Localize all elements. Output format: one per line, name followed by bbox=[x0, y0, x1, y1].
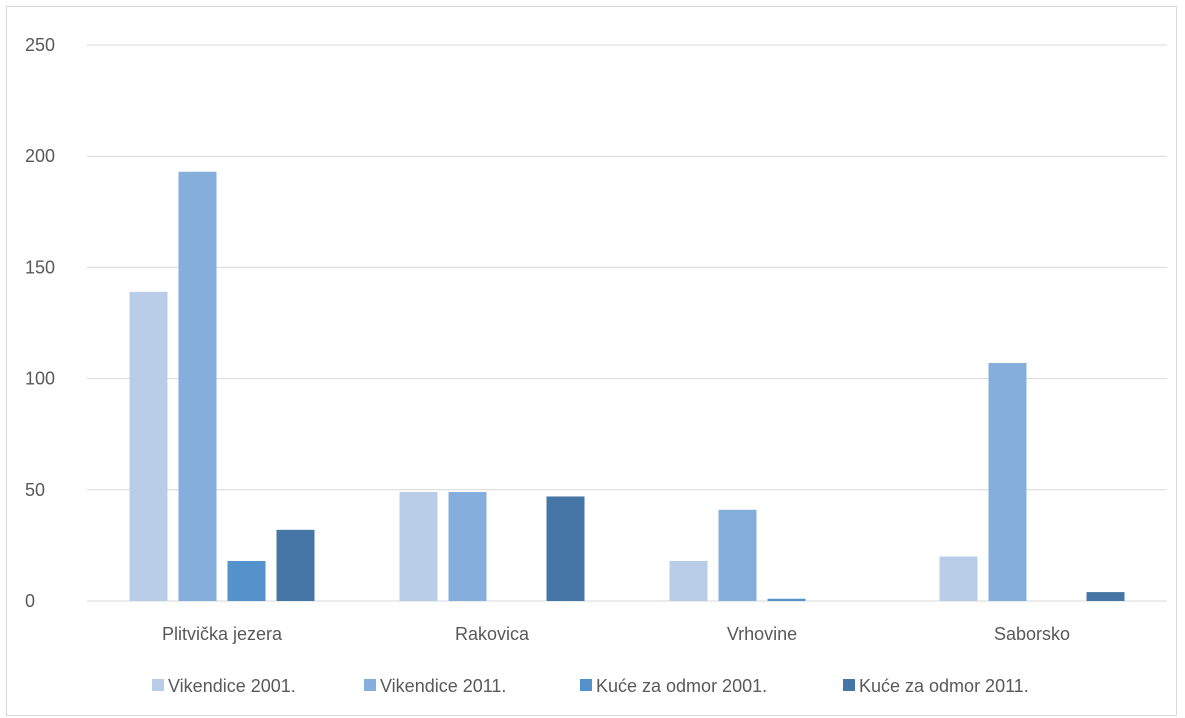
bar bbox=[546, 496, 585, 601]
legend-item: Kuće za odmor 2001. bbox=[580, 676, 767, 696]
bar bbox=[129, 291, 168, 601]
y-tick-label: 50 bbox=[25, 480, 45, 500]
legend-item: Kuće za odmor 2011. bbox=[843, 676, 1029, 696]
bar bbox=[227, 560, 266, 601]
bar bbox=[399, 492, 438, 601]
legend-item: Vikendice 2011. bbox=[364, 676, 506, 696]
bar bbox=[767, 598, 806, 601]
legend-swatch bbox=[364, 679, 376, 691]
legend-item: Vikendice 2001. bbox=[152, 676, 296, 696]
legend-label: Kuće za odmor 2001. bbox=[596, 676, 767, 696]
y-tick-label: 150 bbox=[25, 257, 55, 277]
legend-label: Vikendice 2011. bbox=[380, 676, 506, 696]
y-tick-label: 100 bbox=[25, 369, 55, 389]
legend: Vikendice 2001. Vikendice 2011. Kuće za od… bbox=[152, 676, 1029, 696]
gridlines bbox=[87, 44, 1167, 602]
bar bbox=[939, 556, 978, 601]
x-tick-label: Vrhovine bbox=[727, 624, 797, 644]
x-tick-label: Rakovica bbox=[455, 624, 530, 644]
bar bbox=[448, 492, 487, 601]
bar bbox=[718, 509, 757, 601]
bar bbox=[178, 171, 217, 601]
legend-swatch bbox=[152, 679, 164, 691]
legend-swatch bbox=[843, 679, 855, 691]
bar bbox=[276, 529, 315, 601]
y-tick-label: 200 bbox=[25, 146, 55, 166]
x-axis-tick-labels: Plitvička jezera Rakovica Vrhovine Saborsko bbox=[162, 624, 1070, 644]
bar bbox=[1086, 592, 1125, 601]
x-tick-label: Plitvička jezera bbox=[162, 624, 283, 644]
legend-label: Vikendice 2001. bbox=[168, 676, 296, 696]
x-tick-label: Saborsko bbox=[994, 624, 1070, 644]
bars bbox=[129, 171, 1125, 601]
bar bbox=[669, 560, 708, 601]
y-tick-label: 0 bbox=[25, 591, 35, 611]
bar bbox=[988, 363, 1027, 601]
y-axis-tick-labels: 0 50 100 150 200 250 bbox=[25, 35, 55, 611]
y-tick-label: 250 bbox=[25, 35, 55, 55]
legend-label: Kuće za odmor 2011. bbox=[859, 676, 1029, 696]
legend-swatch bbox=[580, 679, 592, 691]
